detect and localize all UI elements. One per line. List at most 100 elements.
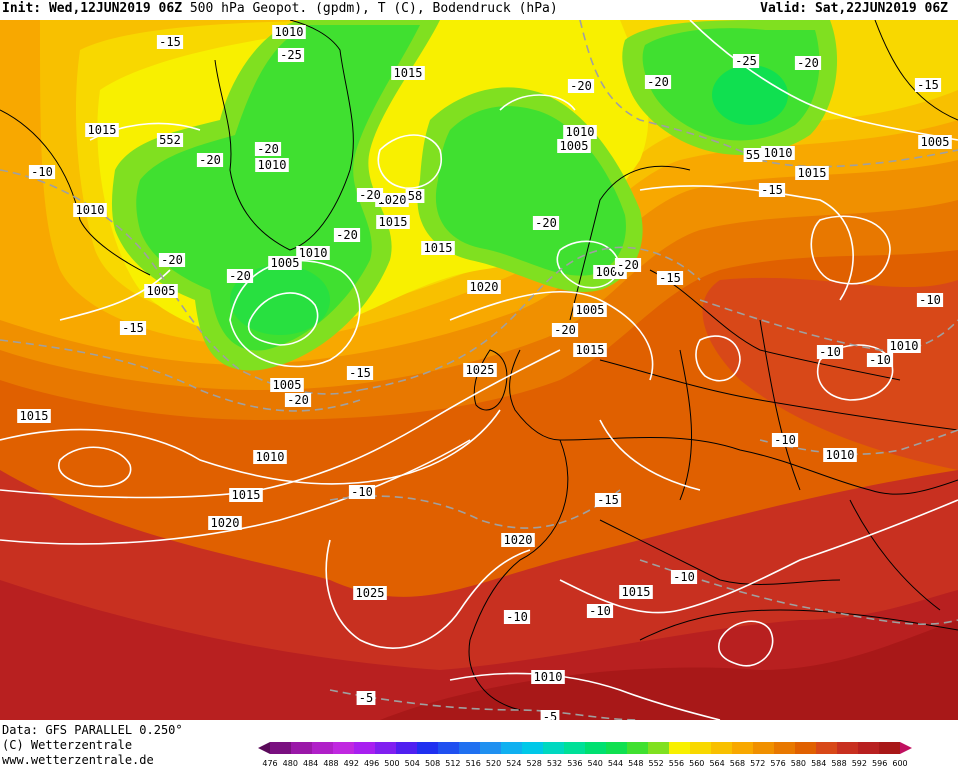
pressure-label: 1020 bbox=[208, 516, 242, 530]
temperature-label: -10 bbox=[670, 570, 698, 584]
pressure-label-text: 1025 bbox=[356, 586, 385, 600]
pressure-label-text: 1010 bbox=[256, 450, 285, 464]
init-value: Wed,12JUN2019 06Z bbox=[48, 1, 183, 16]
scale-color-cell bbox=[606, 742, 627, 754]
temperature-label-text: -15 bbox=[761, 183, 783, 197]
isobars bbox=[0, 20, 958, 720]
pressure-label: 1015 bbox=[17, 409, 51, 423]
pressure-label-text: 1005 bbox=[576, 303, 605, 317]
temperature-label: -20 bbox=[551, 323, 579, 337]
pressure-label-text: 1020 bbox=[470, 280, 499, 294]
pressure-label-text: 1010 bbox=[258, 158, 287, 172]
scale-tick-label: 508 bbox=[425, 759, 440, 768]
pressure-label-box bbox=[270, 378, 304, 392]
temperature-label-box bbox=[503, 610, 531, 624]
temperature-label-box bbox=[670, 570, 698, 584]
pressure-label: 58 bbox=[405, 189, 425, 203]
pressure-label-box bbox=[296, 246, 330, 260]
temperature-label-text: -15 bbox=[159, 35, 181, 49]
scale-tick-label: 528 bbox=[527, 759, 542, 768]
temperature-label-text: -25 bbox=[280, 48, 302, 62]
temperature-label-box bbox=[551, 323, 579, 337]
pressure-label-box bbox=[272, 25, 306, 39]
temperature-label-text: -10 bbox=[919, 293, 941, 307]
temperature-label-text: -10 bbox=[819, 345, 841, 359]
temperature-label-text: -20 bbox=[199, 153, 221, 167]
pressure-label-box bbox=[255, 158, 289, 172]
pressure-label-text: 1015 bbox=[88, 123, 117, 137]
temperature-label-box bbox=[732, 54, 760, 68]
pressure-label-text: 1010 bbox=[299, 246, 328, 260]
pressure-label-text: 1015 bbox=[379, 215, 408, 229]
scale-color-cell bbox=[879, 742, 900, 754]
scale-color-cell bbox=[585, 742, 606, 754]
temperature-label: -20 bbox=[196, 153, 224, 167]
temperature-label-box bbox=[771, 433, 799, 447]
pressure-label-text: 1010 bbox=[890, 339, 919, 353]
temperature-label: -10 bbox=[348, 485, 376, 499]
pressure-label-box bbox=[743, 148, 763, 162]
pressure-label-text: 1010 bbox=[534, 670, 563, 684]
init-label: Init: bbox=[2, 1, 42, 16]
temperature-label-text: -10 bbox=[589, 604, 611, 618]
weather-map[interactable]: 1010 1015 1015 552 1010 1010 1020 58 1015 1010 100… bbox=[0, 20, 958, 720]
temperature-label-text: -20 bbox=[535, 216, 557, 230]
pressure-label: 1020 bbox=[467, 280, 501, 294]
pressure-label-box bbox=[563, 125, 597, 139]
temperature-label-box bbox=[277, 48, 305, 62]
pressure-label: 1010 bbox=[296, 246, 330, 260]
pressure-label: 1015 bbox=[573, 343, 607, 357]
temperature-label-box bbox=[758, 183, 786, 197]
pressure-label-box bbox=[823, 448, 857, 462]
temperature-label-box bbox=[346, 366, 374, 380]
scale-tick-label: 596 bbox=[872, 759, 887, 768]
scale-tick-label: 588 bbox=[831, 759, 846, 768]
pressure-label-text: 1010 bbox=[826, 448, 855, 462]
temperature-label-text: -20 bbox=[229, 269, 251, 283]
pressure-label-box bbox=[918, 135, 952, 149]
temperature-label: -20 bbox=[254, 142, 282, 156]
scale-tick-label: 480 bbox=[283, 759, 298, 768]
website-url[interactable]: www.wetterzentrale.de bbox=[2, 753, 154, 767]
pressure-label-text: 1010 bbox=[566, 125, 595, 139]
pressure-label-box bbox=[619, 585, 653, 599]
pressure-label-box bbox=[353, 586, 387, 600]
temperature-label-text: -20 bbox=[257, 142, 279, 156]
temperature-label-box bbox=[540, 710, 560, 720]
scale-color-cell bbox=[354, 742, 375, 754]
scale-tick-label: 560 bbox=[689, 759, 704, 768]
pressure-label-box bbox=[144, 284, 178, 298]
pressure-label-box bbox=[405, 189, 425, 203]
temperature-label: -20 bbox=[794, 56, 822, 70]
scale-color-cell bbox=[333, 742, 354, 754]
pressure-label-box bbox=[463, 363, 497, 377]
temperature-label: -15 bbox=[914, 78, 942, 92]
pressure-label-box bbox=[208, 516, 242, 530]
scale-tick-label: 592 bbox=[852, 759, 867, 768]
scale-color-cell bbox=[522, 742, 543, 754]
temperature-label-text: -20 bbox=[554, 323, 576, 337]
pressure-label: 1010 bbox=[823, 448, 857, 462]
pressure-label: 1015 bbox=[376, 215, 410, 229]
temperature-label: -25 bbox=[732, 54, 760, 68]
temperature-label-box bbox=[284, 393, 312, 407]
temperature-label-box bbox=[914, 78, 942, 92]
scale-tick-label: 580 bbox=[791, 759, 806, 768]
pressure-label-box bbox=[73, 203, 107, 217]
pressure-label-box bbox=[85, 123, 119, 137]
scale-color-cell bbox=[417, 742, 438, 754]
temperature-label-box bbox=[254, 142, 282, 156]
temperature-label-box bbox=[866, 353, 894, 367]
pressure-label: 1015 bbox=[229, 488, 263, 502]
temperature-label-box bbox=[916, 293, 944, 307]
pressure-label: 1010 bbox=[563, 125, 597, 139]
trough-west-core bbox=[230, 265, 330, 335]
temperature-label-text: -10 bbox=[774, 433, 796, 447]
pressure-label: 1015 bbox=[619, 585, 653, 599]
pressure-label-text: 1010 bbox=[275, 25, 304, 39]
temperature-label: -25 bbox=[277, 48, 305, 62]
scale-tick-label: 512 bbox=[445, 759, 460, 768]
scale-color-cell bbox=[627, 742, 648, 754]
pressure-label-text: 1015 bbox=[20, 409, 49, 423]
